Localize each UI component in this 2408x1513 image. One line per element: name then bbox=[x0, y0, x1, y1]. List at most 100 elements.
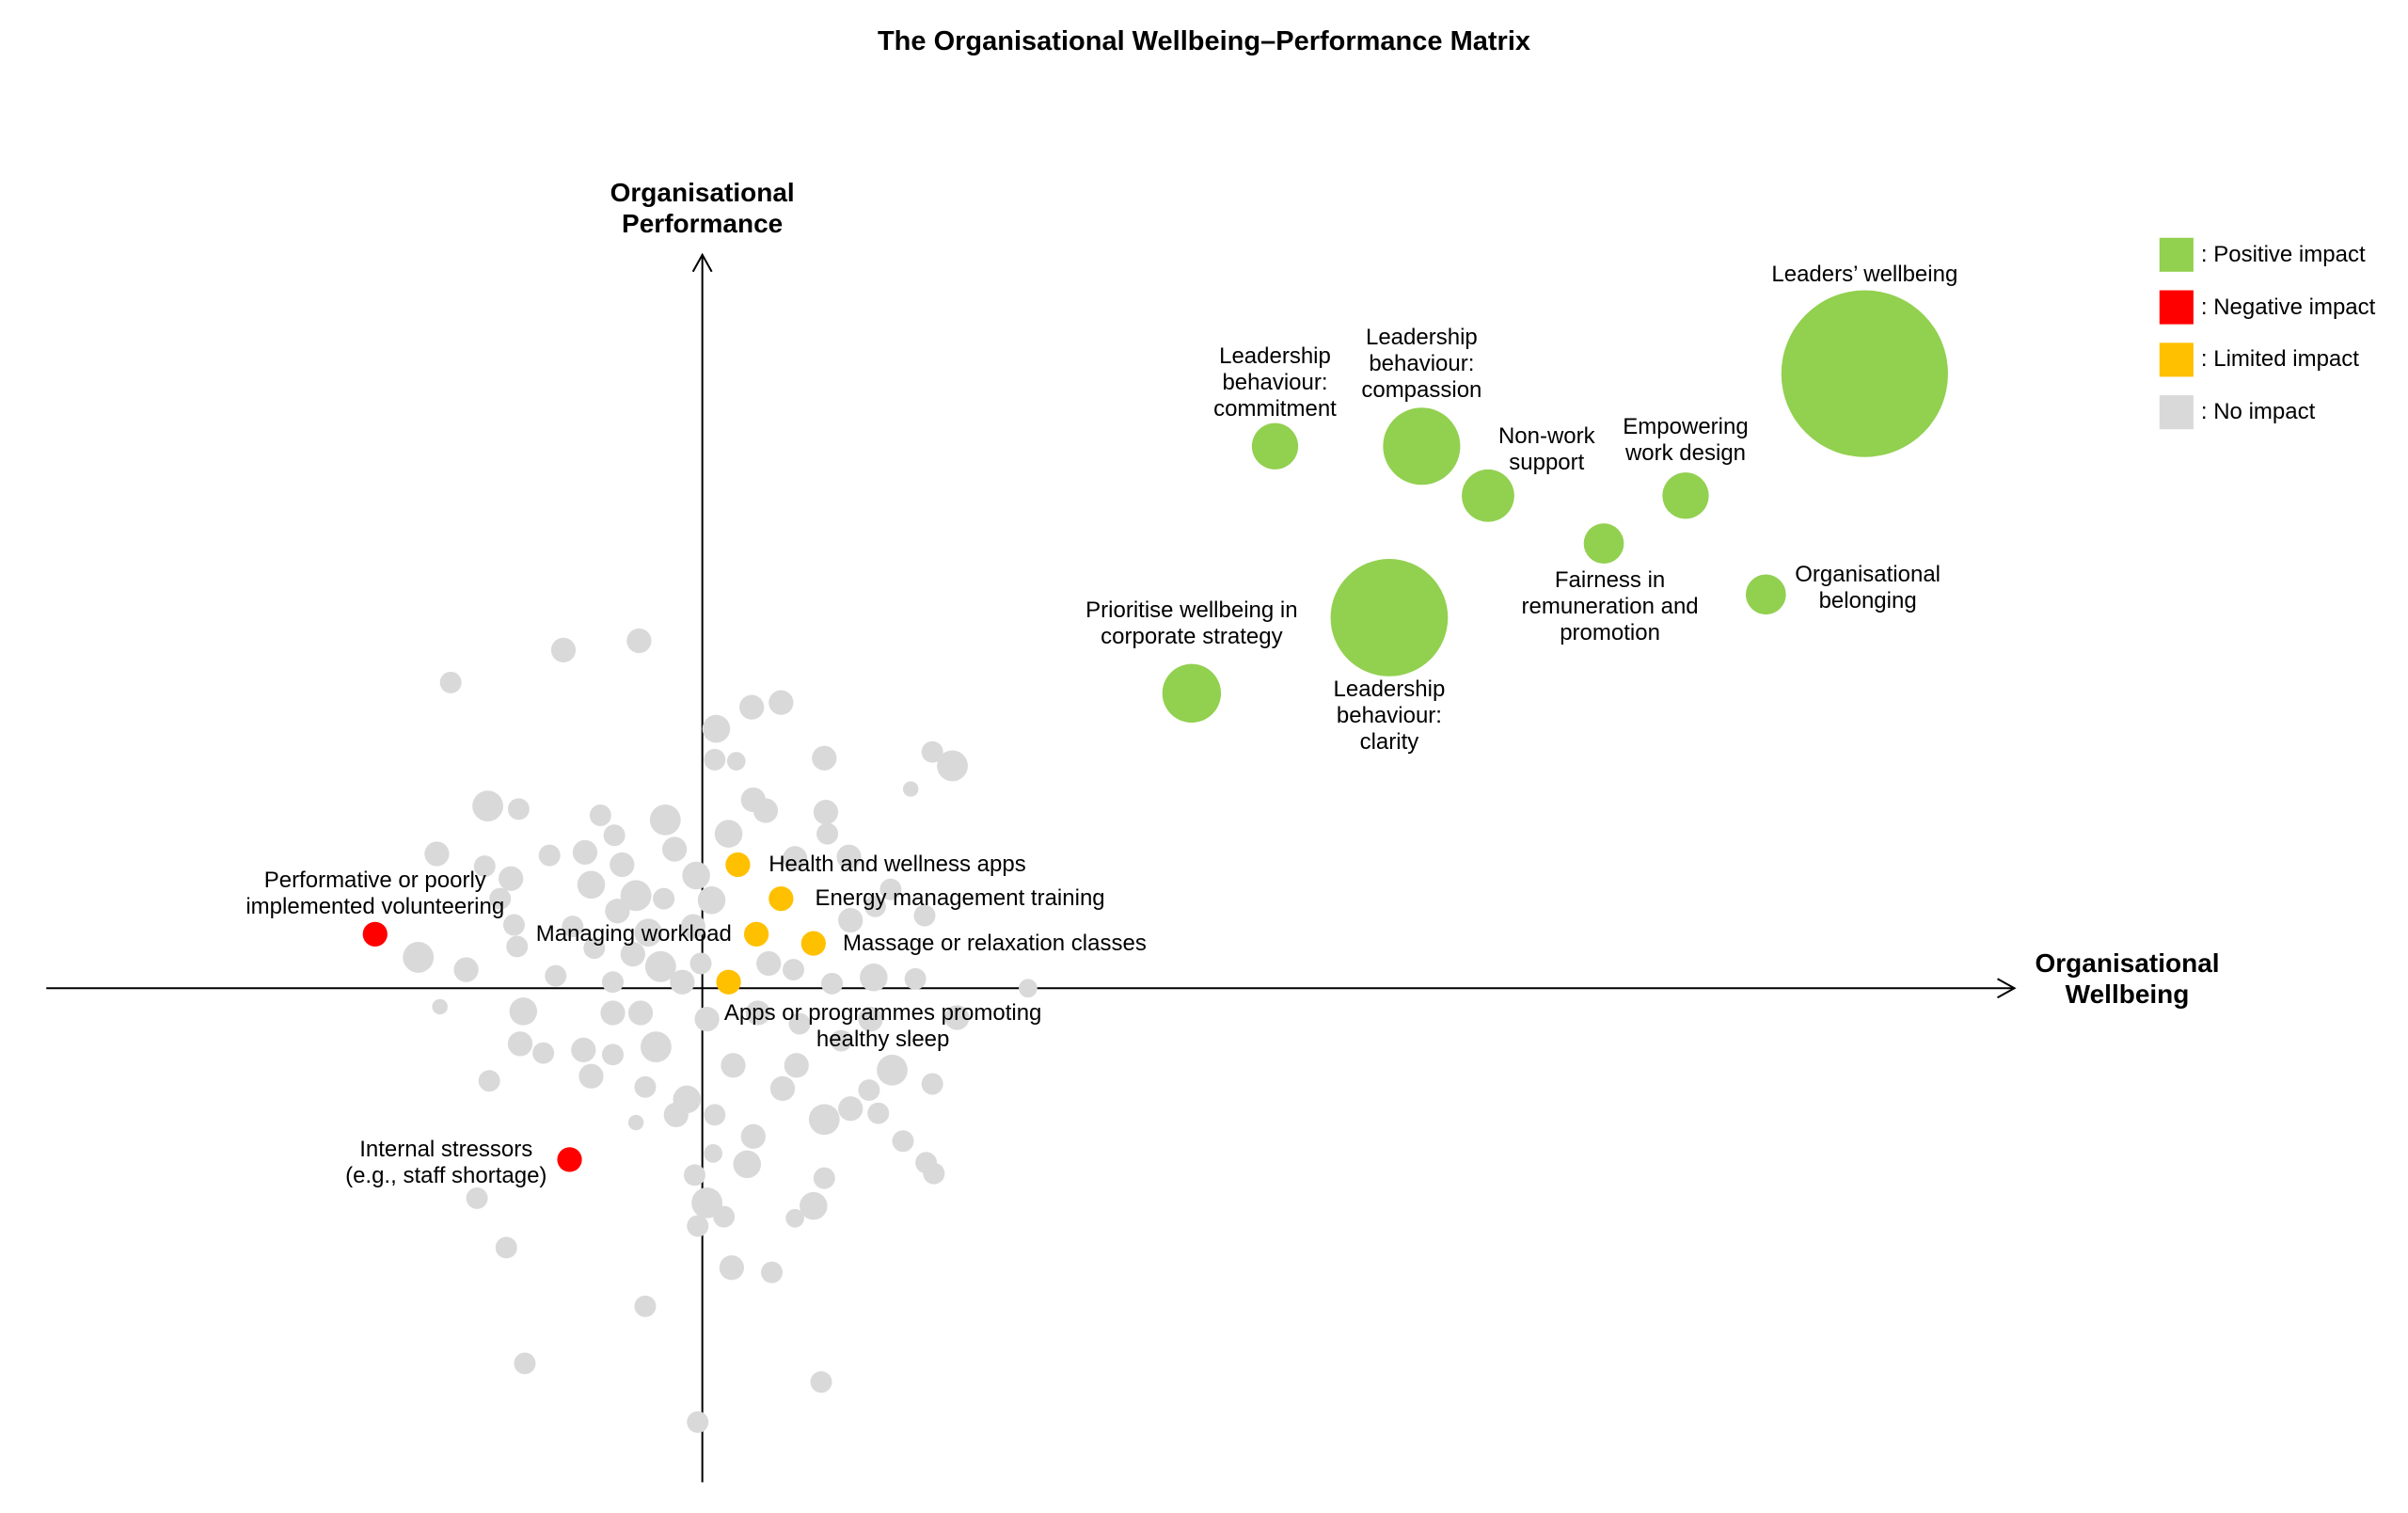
bubble bbox=[739, 694, 765, 720]
bubble bbox=[903, 781, 919, 797]
bubble bbox=[578, 1063, 604, 1089]
bubble bbox=[830, 1029, 852, 1052]
bubble bbox=[663, 1102, 689, 1127]
bubble-label: Empowering work design bbox=[1623, 413, 1749, 466]
bubble bbox=[702, 714, 731, 743]
bubble-label: Health and wellness apps bbox=[768, 851, 1026, 877]
bubble bbox=[879, 878, 902, 900]
bubble bbox=[562, 916, 584, 938]
bubble bbox=[583, 937, 606, 960]
bubble bbox=[904, 967, 927, 990]
bubble bbox=[768, 690, 794, 715]
bubble bbox=[662, 836, 688, 862]
bubble bbox=[704, 1144, 723, 1163]
bubble bbox=[704, 748, 726, 771]
bubble bbox=[626, 628, 652, 654]
bubble-label: Massage or relaxation classes bbox=[843, 930, 1147, 956]
bubble bbox=[704, 1104, 726, 1126]
bubble bbox=[572, 839, 598, 865]
bubble bbox=[641, 1031, 672, 1063]
bubble bbox=[813, 1167, 835, 1189]
bubble-label: Prioritise wellbeing in corporate strate… bbox=[1085, 597, 1298, 649]
bubble bbox=[784, 1053, 809, 1078]
bubble bbox=[716, 969, 741, 995]
bubble bbox=[557, 1147, 582, 1172]
bubble bbox=[453, 957, 479, 982]
bubble bbox=[726, 752, 746, 771]
bubble bbox=[682, 861, 710, 890]
bubble bbox=[602, 1043, 624, 1066]
bubble bbox=[913, 904, 936, 927]
bubble bbox=[923, 1162, 945, 1185]
bubble bbox=[627, 1000, 654, 1026]
bubble bbox=[783, 959, 804, 981]
bubble bbox=[680, 914, 705, 939]
bubble bbox=[858, 1079, 880, 1102]
bubble bbox=[1251, 422, 1299, 470]
bubble bbox=[892, 1130, 914, 1153]
bubble bbox=[634, 1295, 657, 1317]
bubble bbox=[620, 880, 652, 912]
bubble bbox=[937, 750, 968, 782]
bubble bbox=[808, 1104, 840, 1136]
bubble bbox=[466, 1187, 488, 1209]
bubble bbox=[838, 907, 863, 933]
bubble bbox=[1781, 290, 1948, 457]
bubble bbox=[785, 1208, 804, 1228]
x-axis-label: Organisational Wellbeing bbox=[2035, 948, 2220, 1010]
bubble bbox=[489, 887, 512, 910]
bubble bbox=[816, 822, 839, 845]
legend-swatch bbox=[2159, 290, 2194, 325]
bubble bbox=[745, 1000, 770, 1026]
bubble-label: Apps or programmes promoting healthy sle… bbox=[723, 1000, 1042, 1053]
bubble bbox=[867, 1102, 890, 1124]
bubble bbox=[634, 918, 662, 947]
legend-label: : Limited impact bbox=[2200, 346, 2359, 373]
bubble bbox=[800, 931, 826, 956]
bubble bbox=[1383, 407, 1461, 486]
bubble bbox=[691, 1187, 722, 1218]
bubble bbox=[502, 914, 525, 936]
bubble bbox=[509, 997, 538, 1026]
bubble bbox=[768, 885, 794, 912]
bubble bbox=[432, 998, 448, 1015]
bubble bbox=[877, 1054, 908, 1086]
bubble bbox=[507, 1031, 533, 1057]
bubble bbox=[821, 972, 843, 995]
legend-swatch bbox=[2159, 237, 2194, 272]
bubble-label: Leadership behaviour: commitment bbox=[1213, 342, 1337, 422]
bubble bbox=[610, 852, 635, 878]
bubble bbox=[863, 895, 886, 917]
legend-swatch bbox=[2159, 342, 2194, 377]
bubble bbox=[683, 1164, 705, 1187]
bubble bbox=[725, 852, 751, 878]
bubble bbox=[800, 1191, 828, 1220]
bubble bbox=[769, 1075, 796, 1102]
bubble-label: Internal stressors (e.g., staff shortage… bbox=[345, 1136, 547, 1188]
bubble bbox=[473, 855, 496, 878]
bubble bbox=[495, 1236, 517, 1259]
legend-label: : No impact bbox=[2200, 399, 2316, 425]
bubble bbox=[577, 870, 606, 900]
bubble bbox=[507, 798, 530, 820]
bubble bbox=[532, 1042, 555, 1064]
bubble bbox=[858, 1006, 883, 1032]
legend-label: : Positive impact bbox=[2200, 241, 2366, 267]
bubble bbox=[545, 964, 567, 987]
legend-label: : Negative impact bbox=[2200, 294, 2376, 320]
bubble bbox=[689, 952, 712, 975]
bubble bbox=[860, 964, 888, 992]
bubble bbox=[752, 798, 779, 823]
bubble bbox=[694, 1006, 720, 1032]
bubble bbox=[589, 804, 611, 826]
bubble bbox=[783, 846, 808, 871]
bubble bbox=[756, 950, 782, 977]
bubble-label: Organisational belonging bbox=[1795, 562, 1941, 614]
bubble bbox=[687, 1410, 709, 1433]
bubble bbox=[670, 969, 695, 995]
bubble bbox=[538, 844, 561, 867]
bubble bbox=[697, 885, 726, 915]
legend-swatch bbox=[2159, 395, 2194, 430]
bubble bbox=[403, 942, 435, 973]
bubble bbox=[788, 1012, 811, 1035]
